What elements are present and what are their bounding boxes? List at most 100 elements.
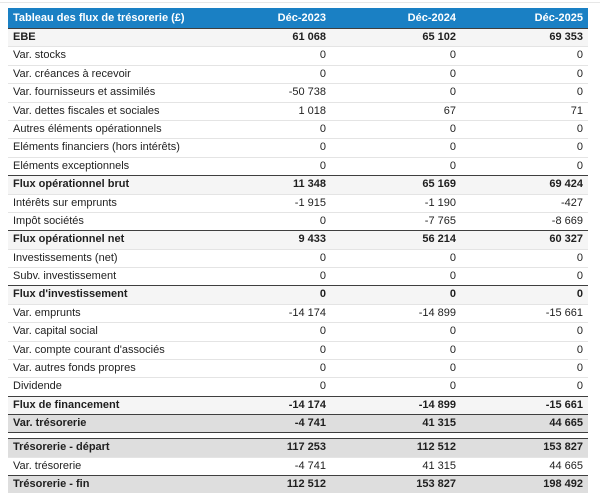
row-value: 0 [576,251,583,264]
row-value: 65 102 [422,31,456,43]
row-value: -1 190 [424,196,456,209]
column-header-dec-2025: Déc-2025 [534,12,583,24]
row-value: 0 [449,49,456,62]
row-label: Var. trésorerie [13,459,82,472]
row-value: 41 315 [422,459,456,472]
row-value: 67 [443,104,456,117]
row-value: 0 [576,362,583,375]
row-value: 0 [319,251,326,264]
row-label: Intérêts sur emprunts [13,196,117,209]
table-row: Investissements (net) 0 0 0 [8,248,588,268]
row-value: 0 [319,325,326,338]
row-value: 153 827 [416,477,456,490]
row-value: 44 665 [549,417,583,430]
row-label: Flux opérationnel net [13,233,125,246]
row-label: Var. autres fonds propres [13,362,136,375]
row-value: 112 512 [416,441,456,454]
row-value: 69 353 [549,31,583,43]
row-value: 0 [449,86,456,99]
table-row: Var. trésorerie -4 741 41 315 44 665 [8,414,588,433]
row-value: 112 512 [286,477,326,490]
row-value: 0 [449,325,456,338]
row-value: 11 348 [292,178,326,191]
row-value: 117 253 [286,441,326,454]
table-row: Dividende 0 0 0 [8,377,588,396]
row-value: 56 214 [422,233,456,246]
row-value: -14 174 [288,398,326,411]
row-value: 0 [576,86,583,99]
page-top-divider [0,2,600,3]
row-value: 60 327 [549,233,583,246]
row-value: 0 [449,251,456,264]
table-body: EBE 61 068 65 102 69 353 Var. stocks 0 0 0 Var. … [8,28,588,494]
table-row: Var. capital social 0 0 0 [8,322,588,341]
row-value: -15 661 [545,306,583,319]
row-label: Trésorerie - fin [13,477,90,490]
row-value: -15 661 [545,398,583,411]
row-label: Var. dettes fiscales et sociales [13,104,160,117]
table-row: Var. fournisseurs et assimilés -50 738 0 0 [8,83,588,102]
row-value: -1 915 [294,196,326,209]
row-label: Eléments exceptionnels [13,159,130,172]
row-label: Var. compte courant d'associés [13,343,165,356]
row-value: 41 315 [422,417,456,430]
table-row: Trésorerie - départ 117 253 112 512 153 827 [8,438,588,457]
row-value: 69 424 [549,178,583,191]
row-value: 44 665 [549,459,583,472]
row-value: 0 [319,122,326,135]
table-header-row: Tableau des flux de trésorerie (£) Déc-2… [8,8,588,28]
row-value: 0 [576,325,583,338]
table-row: Var. autres fonds propres 0 0 0 [8,359,588,378]
table-row: Intérêts sur emprunts -1 915 -1 190 -427 [8,193,588,212]
row-label: Eléments financiers (hors intérêts) [13,141,180,154]
row-label: Dividende [13,380,62,393]
row-value: 0 [319,270,326,283]
column-header-dec-2023: Déc-2023 [277,12,326,24]
table-row: Var. dettes fiscales et sociales 1 018 67 7… [8,101,588,120]
row-label: Var. emprunts [13,306,81,319]
table-row: Trésorerie - fin 112 512 153 827 198 492 [8,474,588,494]
row-value: -8 669 [551,214,583,227]
row-value: 0 [449,159,456,172]
row-value: 65 169 [422,178,456,191]
row-value: 0 [576,67,583,80]
row-value: 0 [319,214,326,227]
table-row: Flux d'investissement 0 0 0 [8,285,588,304]
table-row: Var. créances à recevoir 0 0 0 [8,64,588,84]
row-value: 0 [319,288,326,301]
row-value: 71 [570,104,583,117]
row-label: Flux de financement [13,398,120,411]
row-value: 0 [576,270,583,283]
row-value: 9 433 [298,233,326,246]
table-row: Impôt sociétés 0 -7 765 -8 669 [8,211,588,231]
row-label: Var. fournisseurs et assimilés [13,86,156,99]
table-row: Flux de financement -14 174 -14 899 -15 661 [8,395,588,415]
spacer-row [8,432,588,439]
row-label: Flux opérationnel brut [13,178,130,191]
row-value: 0 [576,141,583,154]
row-value: -14 899 [418,306,456,319]
row-value: -14 174 [288,306,326,319]
row-value: 0 [449,288,456,301]
row-value: 153 827 [543,441,583,454]
table-row: Var. compte courant d'associés 0 0 0 [8,340,588,360]
table-row: Eléments exceptionnels 0 0 0 [8,156,588,176]
cashflow-table: Tableau des flux de trésorerie (£) Déc-2… [8,8,588,494]
row-label: Var. capital social [13,325,98,338]
row-value: 0 [319,49,326,62]
row-value: 0 [576,343,583,356]
row-value: -14 899 [418,398,456,411]
table-row: Var. stocks 0 0 0 [8,46,588,65]
row-value: 1 018 [298,104,326,117]
row-value: -50 738 [288,86,326,99]
row-value: 0 [319,362,326,375]
row-value: 0 [449,380,456,393]
row-value: 0 [319,380,326,393]
row-label: Var. trésorerie [13,417,87,430]
row-value: 0 [319,141,326,154]
table-title: Tableau des flux de trésorerie (£) [13,12,185,24]
table-row: EBE 61 068 65 102 69 353 [8,28,588,47]
table-row: Flux opérationnel brut 11 348 65 169 69 424 [8,175,588,194]
row-value: 198 492 [543,477,583,490]
table-row: Flux opérationnel net 9 433 56 214 60 327 [8,230,588,249]
